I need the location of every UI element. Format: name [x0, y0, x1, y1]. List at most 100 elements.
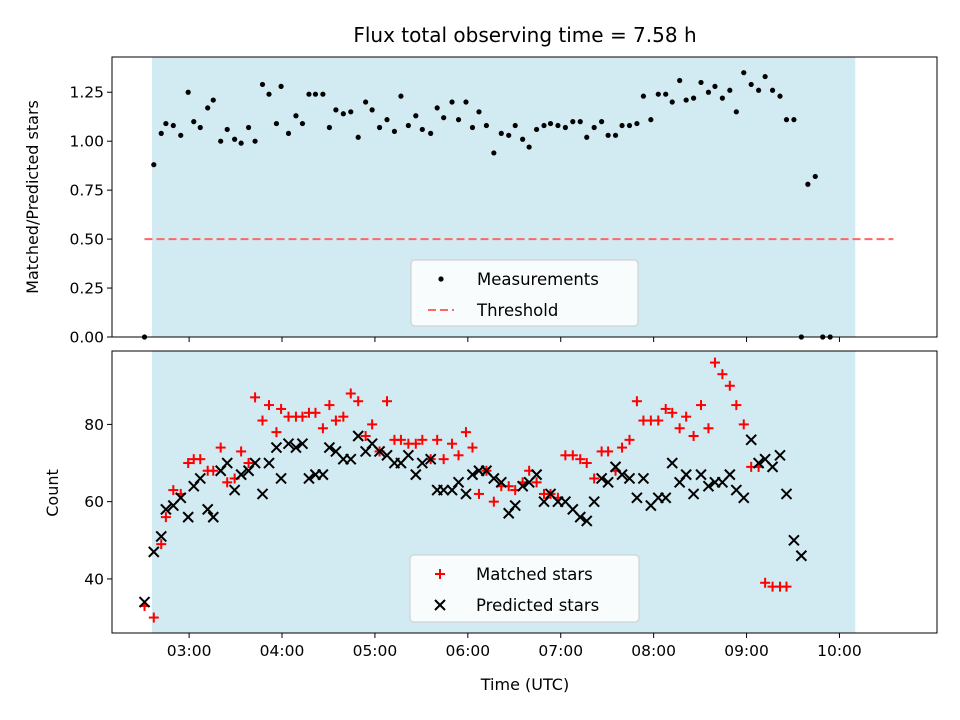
legend-bottom: Matched stars Predicted stars	[409, 554, 640, 623]
predicted-star-point	[235, 468, 247, 481]
predicted-star-point	[175, 492, 187, 504]
y-tick-label: 40	[84, 570, 104, 588]
measurement-point	[218, 138, 224, 144]
measurement-point	[733, 109, 739, 115]
measurement-point	[512, 122, 518, 129]
measurement-point	[783, 117, 790, 123]
measurement-point	[555, 122, 561, 129]
matched-star-point	[271, 427, 282, 438]
measurement-point	[326, 124, 332, 131]
predicted-star-point	[788, 534, 800, 546]
measurement-point	[224, 126, 230, 133]
predicted-star-point	[631, 492, 643, 504]
matched-star-point	[276, 403, 287, 414]
measurement-point	[197, 124, 203, 131]
measurement-point	[469, 124, 476, 131]
measurement-point	[419, 126, 425, 133]
y-axis-label-ratio: Matched/Predicted stars	[23, 100, 42, 294]
predicted-star-point	[270, 441, 283, 454]
matched-star-point	[382, 396, 392, 407]
predicted-star-point	[228, 484, 241, 496]
measurement-point	[591, 124, 597, 131]
predicted-star-point	[275, 472, 287, 485]
matched-star-point	[183, 458, 194, 469]
matched-star-point	[760, 577, 771, 588]
matched-star-point	[473, 488, 484, 499]
predicted-star-point	[345, 453, 357, 465]
measurement-point	[320, 91, 326, 97]
predicted-star-point	[148, 546, 160, 558]
matched-star-point	[432, 434, 443, 445]
x-tick-label: 09:00	[724, 642, 769, 660]
predicted-star-point	[182, 511, 194, 523]
measurement-point	[727, 87, 733, 93]
measurement-point	[663, 91, 669, 97]
measurement-point	[210, 97, 216, 103]
predicted-star-point	[201, 503, 214, 516]
matched-star-point	[310, 407, 321, 418]
matched-star-point	[160, 512, 171, 523]
predicted-star-point	[317, 468, 329, 481]
legend-label: Matched stars	[476, 565, 593, 584]
matched-star-point	[195, 454, 206, 465]
measurement-point	[266, 91, 272, 97]
measurement-point	[584, 134, 590, 140]
legend-marker-predicted	[434, 599, 446, 611]
measurement-point	[205, 105, 211, 111]
measurement-point	[476, 109, 482, 115]
predicted-star-point	[296, 438, 309, 450]
matched-star-point	[488, 496, 499, 507]
predicted-star-point	[207, 511, 219, 523]
measurement-point	[805, 181, 811, 187]
predicted-star-point	[424, 453, 437, 465]
predicted-star-point	[466, 468, 479, 481]
predicted-star-point	[595, 472, 608, 485]
measurement-point	[712, 83, 718, 89]
measurement-point	[312, 91, 319, 97]
measurement-point	[562, 124, 568, 131]
matched-star-point	[674, 423, 685, 434]
matched-star-point	[717, 369, 728, 380]
predicted-star-point	[795, 550, 808, 562]
matched-star-point	[243, 458, 254, 469]
predicted-star-point	[416, 457, 429, 469]
matched-star-point	[447, 438, 458, 449]
matched-star-point	[297, 411, 308, 422]
legend-top: Measurements Threshold	[410, 259, 639, 327]
measurement-point	[413, 113, 419, 119]
predicted-star-point	[666, 457, 678, 469]
measurement-point	[762, 73, 768, 80]
measurement-point	[626, 122, 633, 129]
matched-star-point	[660, 403, 671, 414]
matched-star-point	[156, 539, 167, 550]
measurement-point	[163, 120, 169, 127]
y-tick-label: 60	[84, 493, 104, 511]
predicted-star-point	[660, 492, 672, 504]
matched-star-point	[696, 400, 707, 411]
predicted-star-point	[623, 472, 636, 485]
predicted-star-point	[373, 445, 386, 458]
matched-star-point	[688, 430, 699, 441]
measurement-point	[185, 89, 191, 95]
measurement-point	[245, 124, 252, 131]
measurement-point	[340, 111, 346, 117]
predicted-star-point	[160, 503, 172, 516]
measurement-point	[526, 144, 532, 150]
matched-star-point	[438, 454, 449, 465]
legend-label: Measurements	[477, 270, 599, 289]
top-axes-frame	[111, 56, 938, 338]
predicted-star-point	[221, 457, 233, 469]
predicted-star-point	[249, 457, 261, 469]
matched-star-point	[236, 446, 247, 457]
predicted-star-point	[290, 441, 302, 454]
matched-star-point	[617, 442, 628, 453]
measurement-point	[434, 105, 440, 111]
matched-star-point	[222, 477, 233, 488]
matched-star-point	[709, 357, 720, 368]
legend-marker-measurements	[438, 276, 444, 282]
measurement-point	[398, 93, 404, 99]
measurement-point	[455, 117, 462, 123]
matched-star-point	[410, 438, 421, 449]
measurement-point	[252, 138, 258, 144]
predicted-star-point	[437, 484, 450, 496]
